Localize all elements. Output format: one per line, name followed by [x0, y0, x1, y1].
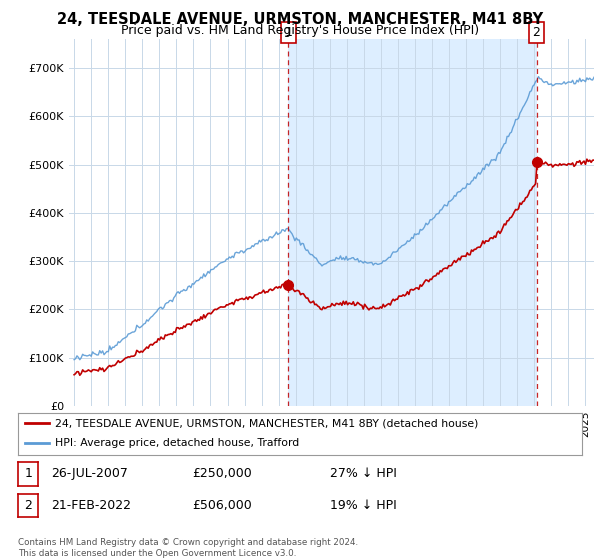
Text: 24, TEESDALE AVENUE, URMSTON, MANCHESTER, M41 8BY: 24, TEESDALE AVENUE, URMSTON, MANCHESTER…: [57, 12, 543, 27]
Bar: [289, 39, 536, 406]
Text: 24, TEESDALE AVENUE, URMSTON, MANCHESTER, M41 8BY (detached house): 24, TEESDALE AVENUE, URMSTON, MANCHESTER…: [55, 418, 478, 428]
Text: Price paid vs. HM Land Registry's House Price Index (HPI): Price paid vs. HM Land Registry's House …: [121, 24, 479, 37]
Text: 27% ↓ HPI: 27% ↓ HPI: [330, 467, 397, 480]
Text: 21-FEB-2022: 21-FEB-2022: [51, 499, 131, 512]
Text: 1: 1: [24, 467, 32, 480]
Text: HPI: Average price, detached house, Trafford: HPI: Average price, detached house, Traf…: [55, 438, 299, 448]
Text: £250,000: £250,000: [192, 467, 252, 480]
Text: 2: 2: [24, 499, 32, 512]
Text: 1: 1: [284, 26, 292, 39]
Text: 26-JUL-2007: 26-JUL-2007: [51, 467, 128, 480]
Text: Contains HM Land Registry data © Crown copyright and database right 2024.
This d: Contains HM Land Registry data © Crown c…: [18, 538, 358, 558]
Text: 2: 2: [533, 26, 541, 39]
Text: 19% ↓ HPI: 19% ↓ HPI: [330, 499, 397, 512]
Text: £506,000: £506,000: [192, 499, 252, 512]
